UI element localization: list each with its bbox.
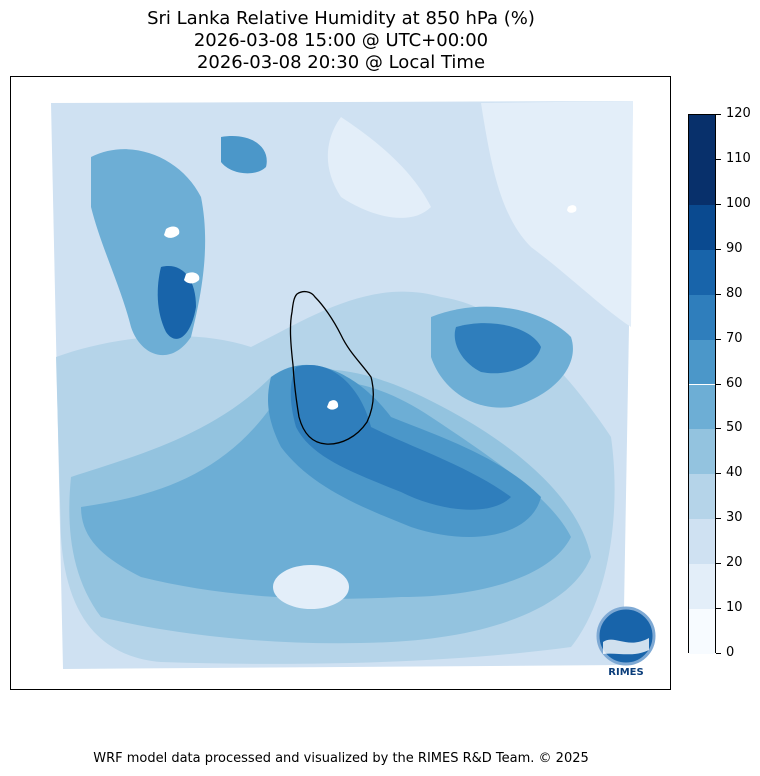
colorbar-band <box>689 115 715 160</box>
colorbar-label: 20 <box>726 555 743 571</box>
colorbar-band <box>689 474 715 520</box>
no-data-patch <box>164 226 180 238</box>
dry-pocket-south <box>273 565 349 609</box>
colorbar-band <box>689 204 715 250</box>
colorbar-tick <box>716 473 721 475</box>
colorbar-tick <box>716 563 721 565</box>
chart-title-line-1: Sri Lanka Relative Humidity at 850 hPa (… <box>147 8 535 29</box>
colorbar-tick <box>716 608 721 610</box>
colorbar <box>688 114 716 654</box>
colorbar-tick <box>716 428 721 430</box>
colorbar-band <box>689 519 715 565</box>
colorbar-label: 40 <box>726 465 743 481</box>
colorbar-label: 30 <box>726 510 743 526</box>
colorbar-label: 70 <box>726 330 743 346</box>
colorbar-tick <box>716 114 721 115</box>
dry-zone-north <box>327 117 431 218</box>
colorbar-tick <box>716 158 721 160</box>
no-data-patch <box>567 205 577 213</box>
colorbar-label: 60 <box>726 375 743 391</box>
sri-lanka-coastline <box>289 290 374 445</box>
chart-title-line-3: 2026-03-08 20:30 @ Local Time <box>196 52 486 73</box>
colorbar-label: 110 <box>726 150 751 166</box>
colorbar-band <box>689 294 715 340</box>
footer-credit: WRF model data processed and visualized … <box>93 751 589 766</box>
humidity-60-zone <box>81 381 571 599</box>
colorbar-label: 90 <box>726 240 743 256</box>
no-data-patch <box>327 400 339 410</box>
rimes-logo: RIMES <box>593 606 659 678</box>
chart-title-line-2: 2026-03-08 15:00 @ UTC+00:00 <box>193 30 489 51</box>
colorbar-tick <box>716 293 721 295</box>
colorbar-tick <box>716 653 721 654</box>
colorbar-tick <box>716 338 721 340</box>
colorbar-band <box>689 429 715 475</box>
colorbar-band <box>689 339 715 385</box>
no-data-patch <box>184 272 200 284</box>
humidity-n-blob <box>221 136 267 174</box>
map-panel <box>10 76 671 690</box>
humidity-80-zone <box>290 365 511 510</box>
colorbar-band <box>689 609 715 654</box>
colorbar-band <box>689 249 715 295</box>
colorbar-label: 50 <box>726 420 743 436</box>
colorbar-tick <box>716 203 721 205</box>
colorbar-label: 100 <box>726 195 751 211</box>
colorbar-tick <box>716 383 721 385</box>
colorbar-tick <box>716 518 721 520</box>
humidity-map <box>51 101 633 669</box>
logo-text: RIMES <box>608 667 643 678</box>
colorbar-label: 0 <box>726 645 735 660</box>
humidity-ne-core <box>454 323 541 374</box>
colorbar-band <box>689 564 715 610</box>
colorbar-tick <box>716 248 721 250</box>
humidity-nw-core <box>157 266 196 339</box>
colorbar-label: 120 <box>726 106 751 121</box>
colorbar-label: 10 <box>726 600 743 616</box>
colorbar-label: 80 <box>726 285 743 301</box>
dry-zone-east <box>481 101 633 327</box>
colorbar-band <box>689 159 715 205</box>
colorbar-band <box>689 384 715 430</box>
